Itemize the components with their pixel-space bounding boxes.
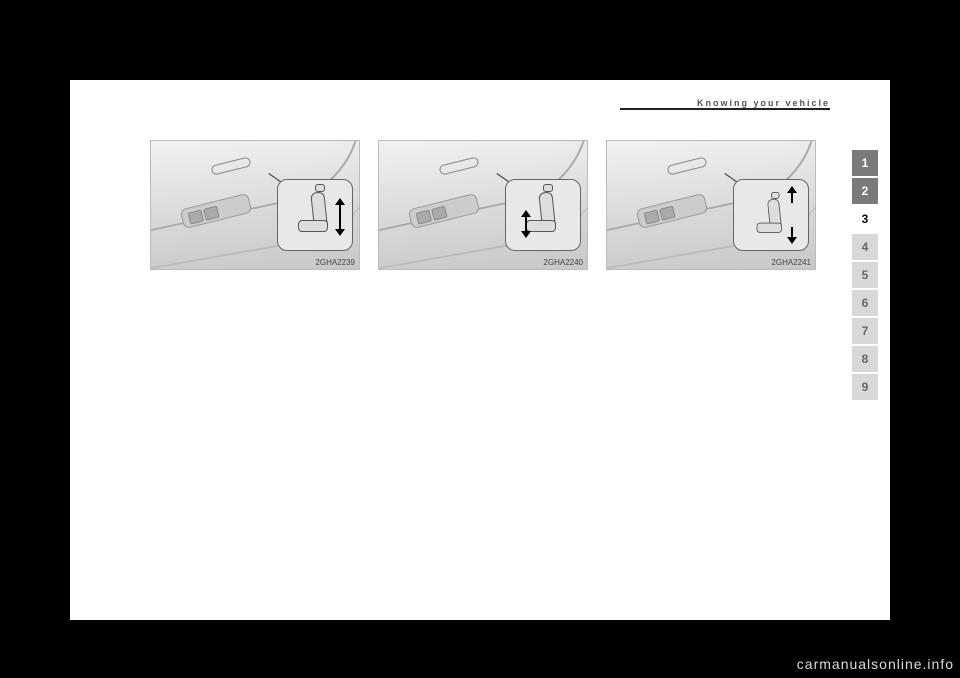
figure-seat-cushion: 2GHA2240 <box>378 140 588 270</box>
tab-8[interactable]: 8 <box>852 346 878 372</box>
tab-5[interactable]: 5 <box>852 262 878 288</box>
tab-9[interactable]: 9 <box>852 374 878 400</box>
tab-1[interactable]: 1 <box>852 150 878 176</box>
tab-3[interactable]: 3 <box>852 206 878 232</box>
figure-seat-height: 2GHA2239 <box>150 140 360 270</box>
watermark: carmanualsonline.info <box>797 656 954 672</box>
figure-row: 2GHA2239 2GHA2240 <box>150 140 816 270</box>
figure-seat-tilt: 2GHA2241 <box>606 140 816 270</box>
tab-2[interactable]: 2 <box>852 178 878 204</box>
callout-seat-tilt <box>733 179 809 251</box>
header-rule <box>620 108 830 110</box>
updown-arrow-icon <box>520 210 532 238</box>
section-title: Knowing your vehicle <box>689 98 830 108</box>
seat-icon <box>757 199 786 238</box>
down-arrow-icon <box>786 227 798 244</box>
tab-4[interactable]: 4 <box>852 234 878 260</box>
tab-7[interactable]: 7 <box>852 318 878 344</box>
section-tabs: 1 2 3 4 5 6 7 8 9 <box>852 150 878 402</box>
figure-code: 2GHA2241 <box>771 258 811 267</box>
seat-icon <box>298 192 332 238</box>
up-arrow-icon <box>786 186 798 203</box>
figure-code: 2GHA2240 <box>543 258 583 267</box>
callout-seat-side <box>277 179 353 251</box>
tab-6[interactable]: 6 <box>852 290 878 316</box>
updown-arrow-icon <box>334 198 346 236</box>
figure-code: 2GHA2239 <box>315 258 355 267</box>
manual-page: Knowing your vehicle 1 2 3 4 5 6 7 8 9 <box>70 80 890 620</box>
callout-seat-cushion <box>505 179 581 251</box>
